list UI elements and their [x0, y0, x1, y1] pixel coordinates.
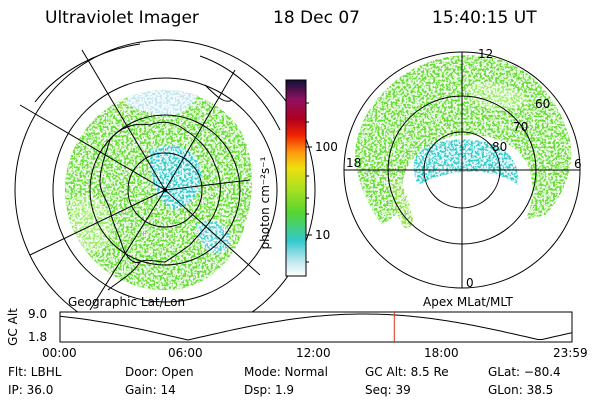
observation-time: 15:40:15 UT: [432, 8, 537, 28]
mlt-label-0: 0: [466, 276, 474, 290]
altitude-curve: [59, 313, 573, 341]
status-gain: Gain: 14: [125, 383, 176, 397]
mlt-label-12: 12: [478, 47, 494, 61]
time-tick-1: 06:00: [168, 346, 203, 360]
altitude-ytick-low: 1.8: [28, 330, 48, 344]
altitude-plot: [59, 311, 573, 343]
time-tick-4: 23:59: [553, 346, 588, 360]
status-glon: GLon: 38.5: [488, 383, 554, 397]
status-dsp: Dsp: 1.9: [244, 383, 295, 397]
status-gc-alt: GC Alt: 8.5 Re: [365, 365, 449, 379]
time-tick-3: 18:00: [424, 346, 459, 360]
status-filter: Flt: LBHL: [8, 365, 62, 379]
geographic-image: [14, 39, 316, 341]
magnetic-image: [343, 51, 581, 289]
antarctica-coastline: [99, 121, 221, 264]
status-door: Door: Open: [125, 365, 194, 379]
time-tick-0: 00:00: [42, 346, 77, 360]
instrument-title: Ultraviolet Imager: [45, 8, 199, 28]
observation-date: 18 Dec 07: [273, 8, 360, 28]
status-glat: GLat: −80.4: [488, 365, 561, 379]
mlat-label-60: 60: [535, 97, 551, 111]
mlt-label-6: 6: [574, 157, 582, 171]
mlt-label-18: 18: [346, 156, 362, 170]
geographic-caption: Geographic Lat/Lon: [68, 295, 186, 309]
altitude-ytick-high: 9.0: [28, 307, 48, 321]
magnetic-caption: Apex MLat/MLT: [423, 295, 513, 309]
time-tick-2: 12:00: [296, 346, 331, 360]
colorbar-unit-label: photon cm⁻²s⁻¹: [258, 156, 272, 250]
status-ip: IP: 36.0: [8, 383, 54, 397]
mlat-label-80: 80: [492, 140, 508, 154]
colorbar: [285, 79, 312, 277]
colorbar-tick-100: 100: [315, 140, 338, 154]
mlat-label-70: 70: [513, 120, 529, 134]
colorbar-tick-10: 10: [315, 228, 331, 242]
status-mode: Mode: Normal: [244, 365, 328, 379]
status-seq: Seq: 39: [365, 383, 411, 397]
altitude-ylabel: GC Alt: [6, 308, 20, 346]
